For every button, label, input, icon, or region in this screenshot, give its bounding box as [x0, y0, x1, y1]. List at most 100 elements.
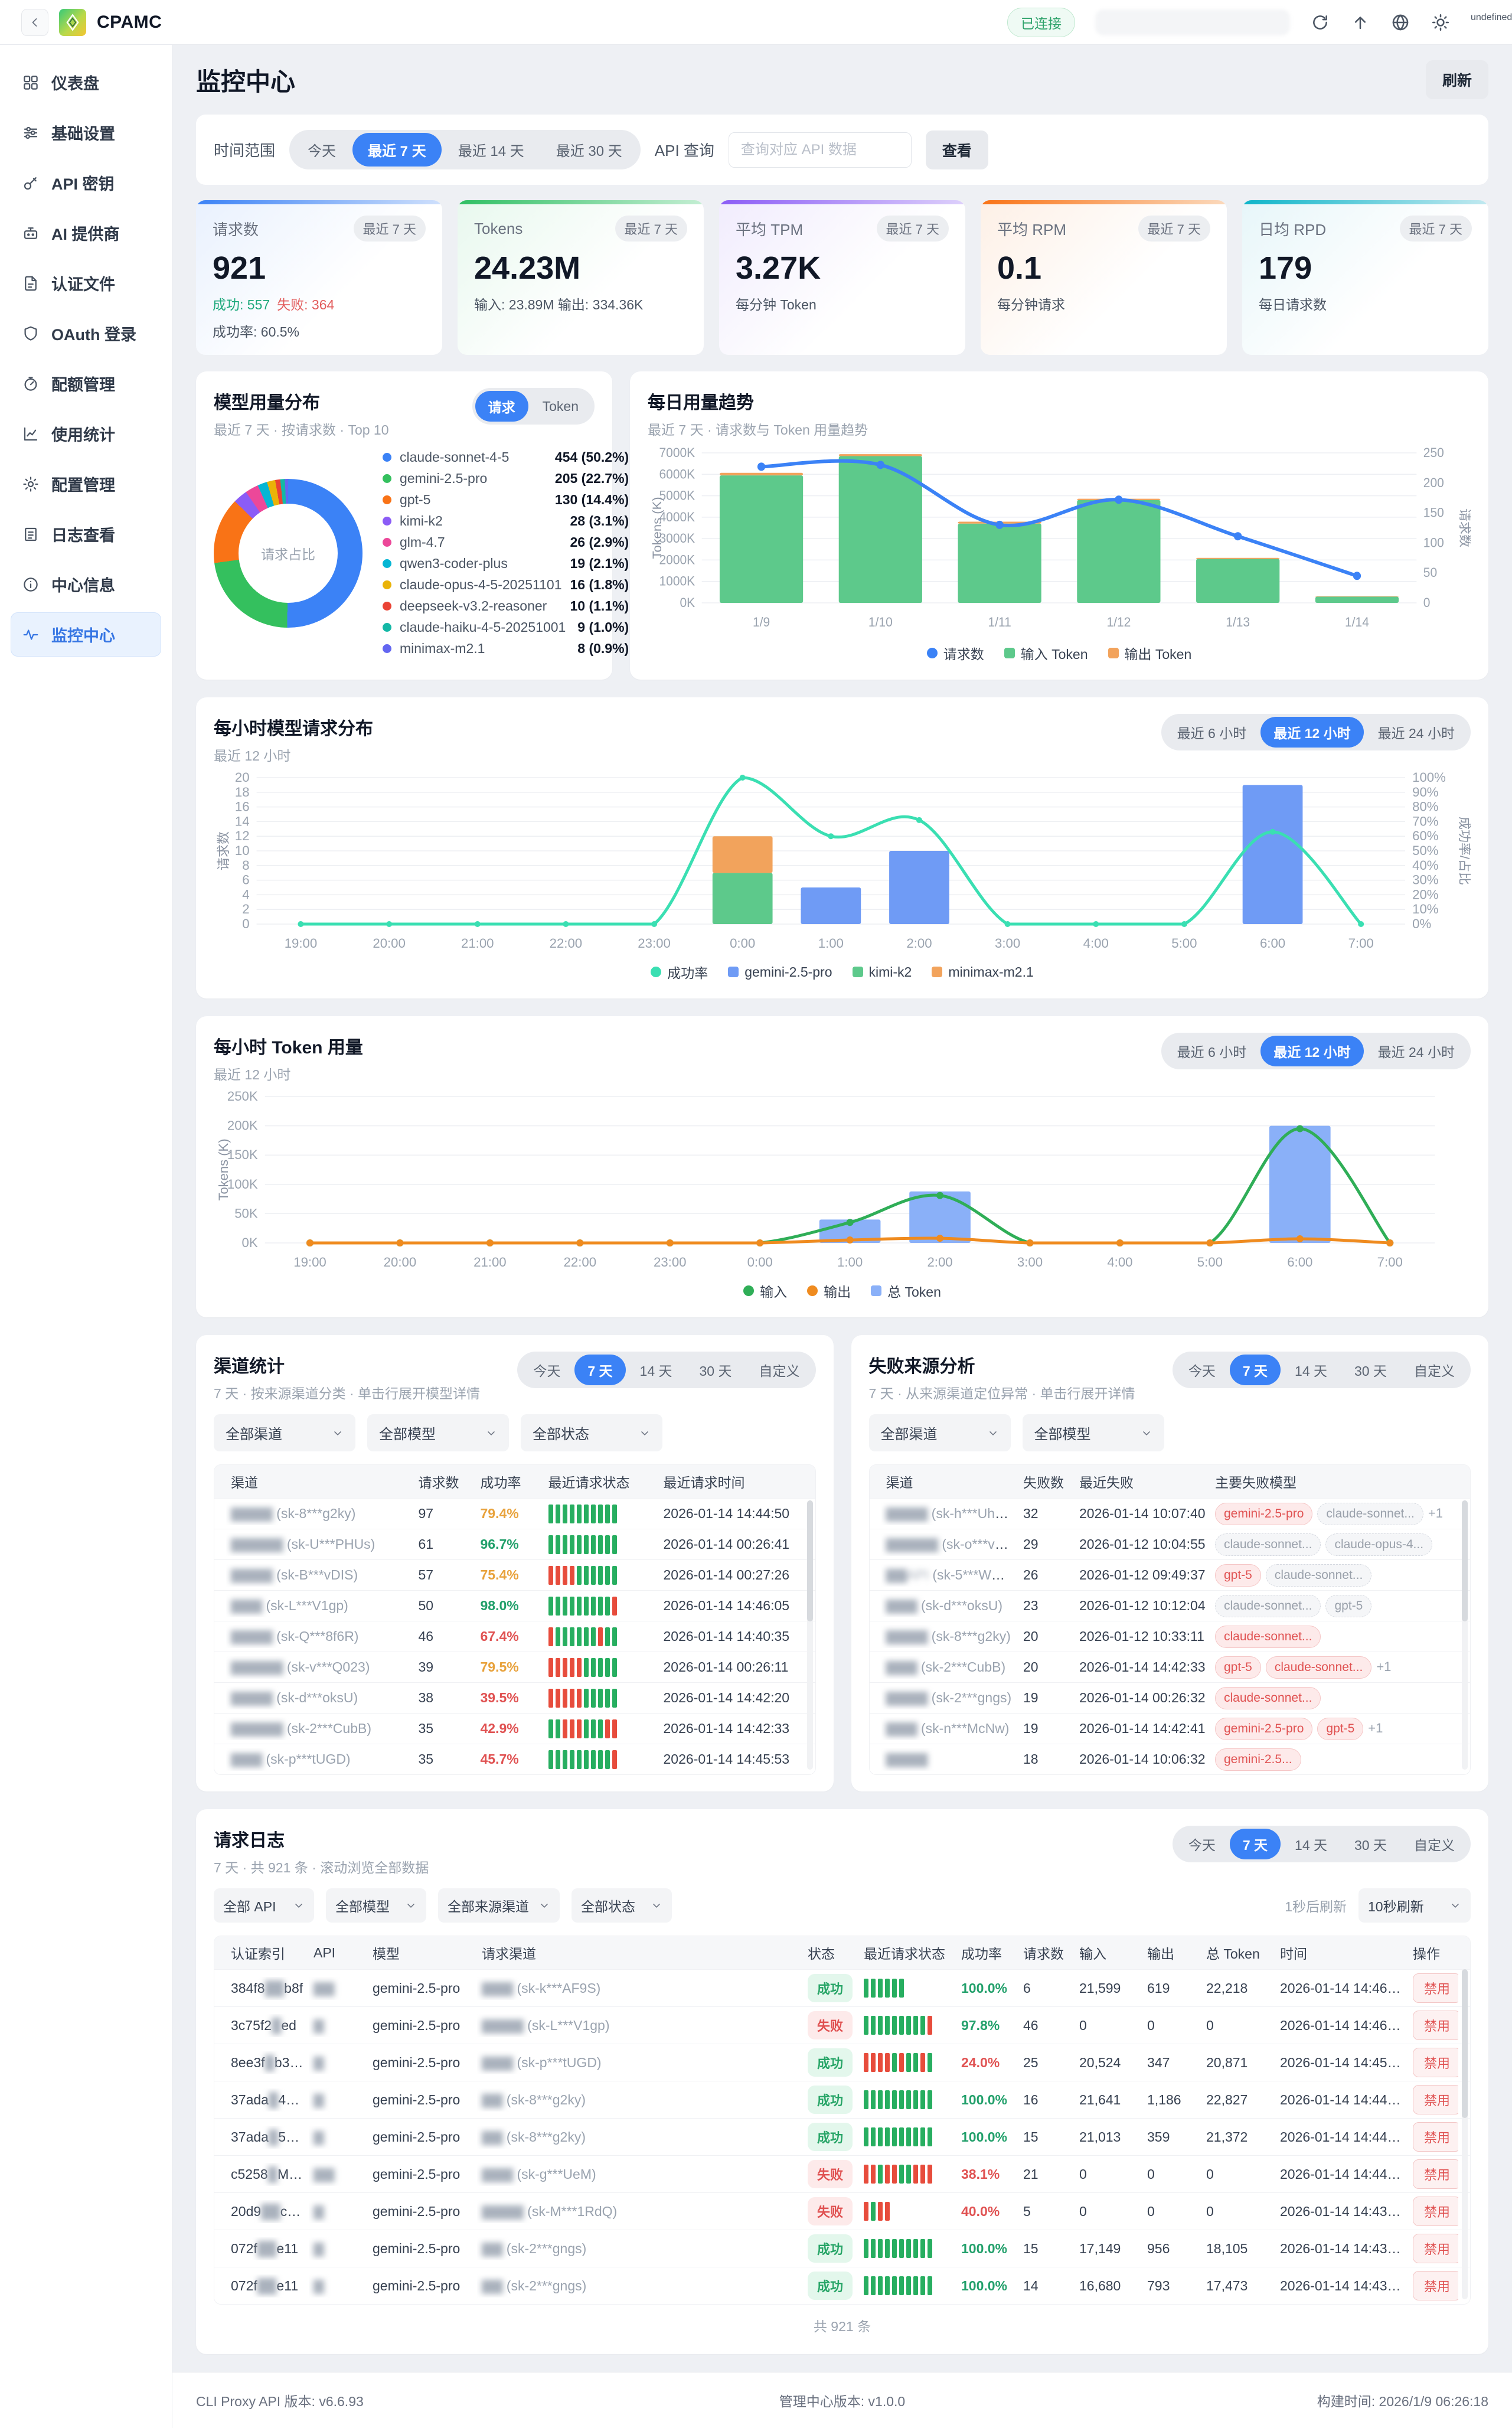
log-range-7 天[interactable]: 7 天	[1229, 1829, 1281, 1859]
log-select-全部模型[interactable]: 全部模型	[326, 1888, 426, 1923]
model-legend-item[interactable]: glm-4.7 26 (2.9%)	[383, 534, 629, 550]
log-range-今天[interactable]: 今天	[1175, 1829, 1229, 1859]
log-range-30 天[interactable]: 30 天	[1341, 1829, 1400, 1859]
dist-mode-请求[interactable]: 请求	[475, 391, 528, 422]
time-range-最近 14 天[interactable]: 最近 14 天	[443, 133, 540, 167]
hourly-req-range-最近 24 小时[interactable]: 最近 24 小时	[1365, 717, 1468, 748]
log-row[interactable]: 384f8██b8f ▇▇ gemini-2.5-pro ▇▇▇ (sk-k**…	[214, 1969, 1470, 2006]
log-range-14 天[interactable]: 14 天	[1282, 1829, 1340, 1859]
disable-button[interactable]: 禁用	[1413, 2197, 1458, 2226]
channel-range-14 天[interactable]: 14 天	[627, 1355, 685, 1385]
log-row[interactable]: c5258█M4c0 ▇▇ gemini-2.5-pro ▇▇▇ (sk-g**…	[214, 2155, 1470, 2192]
log-row[interactable]: 37ada█4538b ▇ gemini-2.5-pro ▇▇ (sk-8***…	[214, 2081, 1470, 2118]
disable-button[interactable]: 禁用	[1413, 2234, 1458, 2263]
disable-button[interactable]: 禁用	[1413, 1973, 1458, 2003]
log-select-全部来源渠道[interactable]: 全部来源渠道	[438, 1888, 560, 1923]
channel-select-全部渠道[interactable]: 全部渠道	[214, 1414, 355, 1451]
failure-row[interactable]: ▇▇▇▇ 18 2026-01-14 10:06:32 gemini-2.5..…	[869, 1744, 1470, 1774]
api-query-input[interactable]	[728, 132, 912, 168]
chart-legend-item[interactable]: gemini-2.5-pro	[728, 962, 832, 982]
sidebar-item-center-info[interactable]: 中心信息	[11, 562, 161, 606]
model-legend-item[interactable]: deepseek-v3.2-reasoner 10 (1.1%)	[383, 598, 629, 614]
model-legend-item[interactable]: minimax-m2.1 8 (0.9%)	[383, 641, 629, 657]
chart-legend-item[interactable]: 输出 Token	[1108, 643, 1191, 663]
log-row[interactable]: 37ada█538b ▇ gemini-2.5-pro ▇▇ (sk-8***g…	[214, 2118, 1470, 2155]
time-range-最近 7 天[interactable]: 最近 7 天	[352, 133, 442, 167]
disable-button[interactable]: 禁用	[1413, 2085, 1458, 2114]
failure-row[interactable]: ▇▇▇▇ (sk-h***Uhmx) 32 2026-01-14 10:07:4…	[869, 1498, 1470, 1529]
chart-legend-item[interactable]: 输出	[807, 1281, 851, 1301]
failure-range-30 天[interactable]: 30 天	[1341, 1355, 1400, 1385]
chart-legend-item[interactable]: minimax-m2.1	[932, 962, 1034, 982]
disable-button[interactable]: 禁用	[1413, 2122, 1458, 2152]
model-legend-item[interactable]: gpt-5 130 (14.4%)	[383, 492, 629, 508]
channel-range-30 天[interactable]: 30 天	[687, 1355, 745, 1385]
channel-row[interactable]: ▇▇▇▇▇ (sk-2***CubB) 35 42.9% 2026-01-14 …	[214, 1713, 815, 1744]
disable-button[interactable]: 禁用	[1413, 2011, 1458, 2040]
chart-legend-item[interactable]: 输入	[743, 1281, 787, 1301]
failure-range-今天[interactable]: 今天	[1175, 1355, 1229, 1385]
sidebar-item-monitor[interactable]: 监控中心	[11, 612, 161, 657]
sidebar-item-quota[interactable]: 配额管理	[11, 361, 161, 406]
failure-range-自定义[interactable]: 自定义	[1401, 1355, 1468, 1385]
log-range-自定义[interactable]: 自定义	[1401, 1829, 1468, 1859]
chart-legend-item[interactable]: kimi-k2	[852, 962, 912, 982]
dist-mode-Token[interactable]: Token	[530, 393, 592, 420]
sidebar-item-api-keys[interactable]: API 密钥	[11, 161, 161, 205]
hourly-tok-range-最近 12 小时[interactable]: 最近 12 小时	[1260, 1036, 1364, 1066]
globe-icon[interactable]	[1390, 12, 1410, 32]
failure-row[interactable]: ▇▇▇ (sk-2***CubB) 20 2026-01-14 14:42:33…	[869, 1652, 1470, 1682]
time-range-最近 30 天[interactable]: 最近 30 天	[541, 133, 638, 167]
sidebar-item-oauth-login[interactable]: OAuth 登录	[11, 311, 161, 355]
sidebar-item-dashboard[interactable]: 仪表盘	[11, 60, 161, 105]
refresh-icon[interactable]	[1310, 12, 1330, 32]
time-range-今天[interactable]: 今天	[292, 133, 351, 167]
channel-row[interactable]: ▇▇▇ (sk-L***V1gp) 50 98.0% 2026-01-14 14…	[214, 1590, 815, 1621]
chart-legend-item[interactable]: 输入 Token	[1004, 643, 1088, 663]
model-legend-item[interactable]: kimi-k2 28 (3.1%)	[383, 513, 629, 529]
hourly-req-range-最近 6 小时[interactable]: 最近 6 小时	[1164, 717, 1260, 748]
scrollbar[interactable]	[1462, 1500, 1468, 1770]
failure-row[interactable]: ▇▇▇ (sk-d***oksU) 23 2026-01-12 10:12:04…	[869, 1590, 1470, 1621]
model-legend-item[interactable]: claude-opus-4-5-20251101 16 (1.8%)	[383, 577, 629, 593]
log-row[interactable]: 072f██e11 ▇ gemini-2.5-pro ▇▇ (sk-2***gn…	[214, 2267, 1470, 2304]
failure-row[interactable]: ▇▇API (sk-5***WHWU) 26 2026-01-12 09:49:…	[869, 1559, 1470, 1590]
failure-select-全部模型[interactable]: 全部模型	[1022, 1414, 1164, 1451]
channel-range-今天[interactable]: 今天	[520, 1355, 573, 1385]
failure-row[interactable]: ▇▇▇▇ (sk-2***gngs) 19 2026-01-14 00:26:3…	[869, 1682, 1470, 1713]
log-row[interactable]: 8ee3f█b353 ▇ gemini-2.5-pro ▇▇▇ (sk-p***…	[214, 2044, 1470, 2081]
model-legend-item[interactable]: claude-sonnet-4-5 454 (50.2%)	[383, 449, 629, 465]
sidebar-item-auth-files[interactable]: 认证文件	[11, 261, 161, 305]
channel-select-全部状态[interactable]: 全部状态	[521, 1414, 662, 1451]
disable-button[interactable]: 禁用	[1413, 2048, 1458, 2077]
disable-button[interactable]: 禁用	[1413, 2271, 1458, 2300]
scrollbar[interactable]	[806, 1500, 813, 1770]
refresh-button[interactable]: 刷新	[1425, 60, 1488, 99]
model-legend-item[interactable]: qwen3-coder-plus 19 (2.1%)	[383, 556, 629, 572]
channel-row[interactable]: ▇▇▇▇ (sk-d***oksU) 38 39.5% 2026-01-14 1…	[214, 1682, 815, 1713]
sidebar-item-config[interactable]: 配置管理	[11, 462, 161, 506]
chart-legend-item[interactable]: 请求数	[926, 643, 984, 663]
model-legend-item[interactable]: gemini-2.5-pro 205 (22.7%)	[383, 471, 629, 487]
log-row[interactable]: 072f██e11 ▇ gemini-2.5-pro ▇▇ (sk-2***gn…	[214, 2230, 1470, 2267]
failure-range-7 天[interactable]: 7 天	[1229, 1355, 1281, 1385]
channel-row[interactable]: ▇▇▇▇ (sk-B***vDIS) 57 75.4% 2026-01-14 0…	[214, 1559, 815, 1590]
hourly-tok-range-最近 6 小时[interactable]: 最近 6 小时	[1164, 1036, 1260, 1066]
sidebar-item-basic-settings[interactable]: 基础设置	[11, 110, 161, 155]
logout-icon[interactable]: undefined	[1471, 12, 1512, 22]
log-row[interactable]: 3c75f2█ed ▇ gemini-2.5-pro ▇▇▇▇ (sk-L***…	[214, 2006, 1470, 2044]
channel-row[interactable]: ▇▇▇▇▇ (sk-U***PHUs) 61 96.7% 2026-01-14 …	[214, 1529, 815, 1559]
channel-row[interactable]: ▇▇▇▇ (sk-8***g2ky) 97 79.4% 2026-01-14 1…	[214, 1498, 815, 1529]
sidebar-item-usage-stats[interactable]: 使用统计	[11, 412, 161, 456]
hourly-tok-range-最近 24 小时[interactable]: 最近 24 小时	[1365, 1036, 1468, 1066]
failure-row[interactable]: ▇▇▇▇▇ (sk-o***v4gP) 29 2026-01-12 10:04:…	[869, 1529, 1470, 1559]
channel-row[interactable]: ▇▇▇▇ (sk-Q***8f6R) 46 67.4% 2026-01-14 1…	[214, 1621, 815, 1652]
channel-range-自定义[interactable]: 自定义	[746, 1355, 813, 1385]
chart-legend-item[interactable]: 成功率	[651, 962, 708, 982]
failure-range-14 天[interactable]: 14 天	[1282, 1355, 1340, 1385]
log-row[interactable]: 20d9██cfdb ▇ gemini-2.5-pro ▇▇▇▇ (sk-M**…	[214, 2192, 1470, 2230]
failure-row[interactable]: ▇▇▇ (sk-n***McNw) 19 2026-01-14 14:42:41…	[869, 1713, 1470, 1744]
sidebar-collapse-button[interactable]	[21, 8, 48, 36]
chart-legend-item[interactable]: 总 Token	[871, 1281, 941, 1301]
sidebar-item-ai-providers[interactable]: AI 提供商	[11, 211, 161, 255]
